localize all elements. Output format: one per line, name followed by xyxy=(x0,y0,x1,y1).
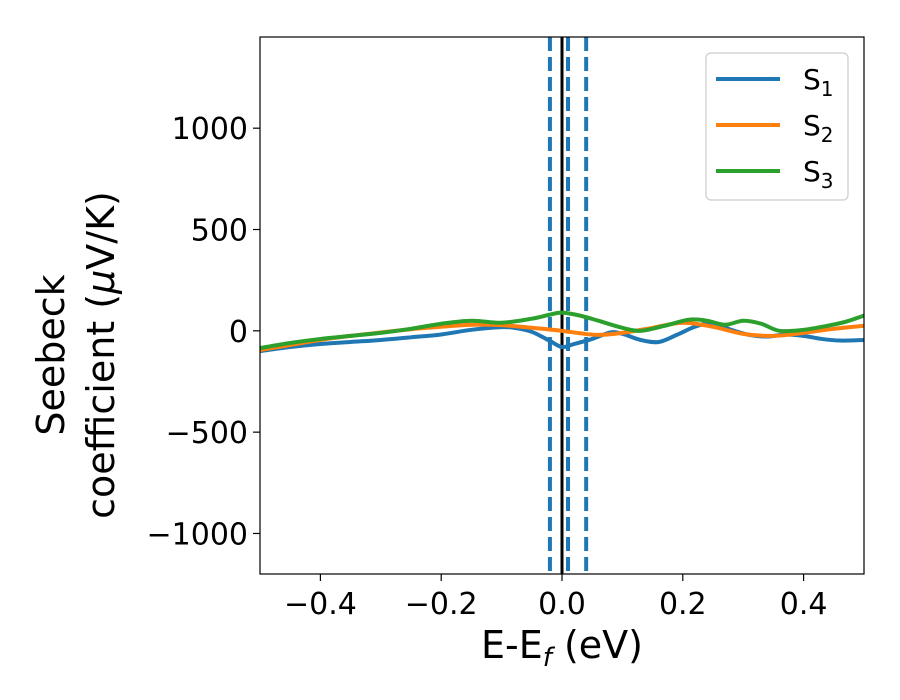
legend: S1 S2 S3 xyxy=(705,52,849,201)
x-axis-title: E-Ef (eV) xyxy=(481,623,643,673)
x-tick-label: 0.4 xyxy=(780,587,828,622)
y-tick-label: 500 xyxy=(191,214,248,249)
y-tick-label: 1000 xyxy=(172,112,248,147)
y-axis-title-unit: V/K) xyxy=(79,191,123,270)
legend-label-s2: S2 xyxy=(803,109,834,147)
legend-label-s3: S3 xyxy=(803,155,834,193)
y-axis-title: Seebeck coefficient (μV/K) xyxy=(29,191,123,519)
y-axis-title-line1: Seebeck xyxy=(29,274,73,435)
x-axis-title-main: E-E xyxy=(481,623,543,667)
x-tick-label: 0.0 xyxy=(538,587,586,622)
x-tick-label: 0.2 xyxy=(659,587,707,622)
legend-label-s1: S1 xyxy=(803,63,834,101)
y-tick-label: −1000 xyxy=(147,517,248,552)
x-axis-title-unit: (eV) xyxy=(552,623,643,667)
y-tick-label: −500 xyxy=(166,416,248,451)
y-tick-label: 0 xyxy=(229,315,248,350)
y-axis-title-prefix: coefficient ( xyxy=(79,294,123,519)
x-tick-label: −0.4 xyxy=(284,587,357,622)
plot-layer xyxy=(260,37,864,574)
y-axis-title-mu: μ xyxy=(79,270,123,295)
x-tick-label: −0.2 xyxy=(405,587,478,622)
series-line-s3 xyxy=(260,310,864,351)
y-axis-title-line2: coefficient (μV/K) xyxy=(79,191,123,519)
ticks-layer: −0.4 −0.2 0.0 0.2 0.4 −1000 −500 0 500 1000 xyxy=(147,112,828,622)
